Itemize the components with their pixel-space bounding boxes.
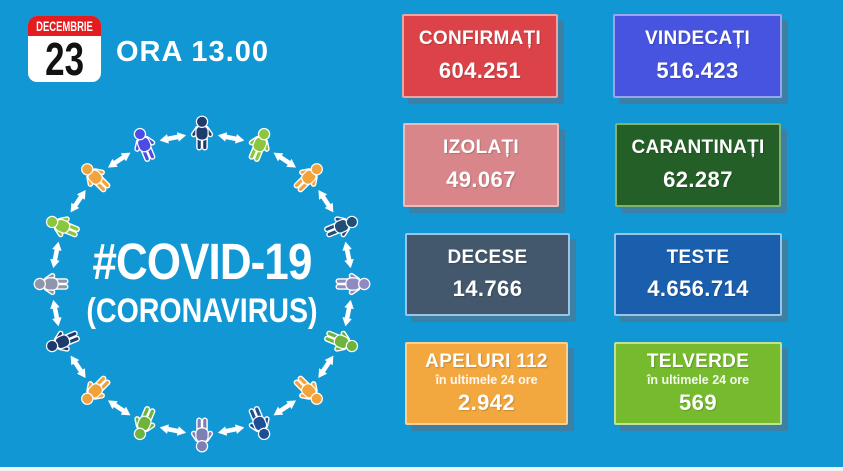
- stat-card-vindecati: VINDECAȚI 516.423: [613, 14, 782, 98]
- stat-card-teste: TESTE 4.656.714: [614, 233, 782, 316]
- double-arrow-icon: [159, 424, 187, 436]
- person-icon: [293, 375, 323, 405]
- stat-card-apeluri-112: APELURI 112 în ultimele 24 ore 2.942: [405, 342, 568, 425]
- stat-value: 516.423: [656, 58, 739, 83]
- person-icon: [293, 163, 323, 193]
- stat-card-decese: DECESE 14.766: [405, 233, 570, 316]
- stat-label: VINDECAȚI: [644, 28, 751, 49]
- stat-value: 4.656.714: [647, 276, 749, 302]
- stat-label: TESTE: [666, 246, 730, 268]
- circle-center-title: #COVID-19 (CORONAVIRUS): [0, 236, 404, 328]
- stat-card-izolati: IZOLAȚI 49.067: [403, 123, 559, 207]
- calendar-widget: DECEMBRIE 23: [28, 16, 101, 82]
- person-icon: [81, 163, 111, 193]
- stat-label: TELVERDE: [646, 351, 750, 373]
- person-icon: [133, 127, 156, 162]
- double-arrow-icon: [318, 355, 334, 379]
- stat-card-confirmati: CONFIRMAȚI 604.251: [402, 14, 558, 98]
- person-icon: [324, 330, 359, 353]
- bottom-edge-strip: [0, 467, 843, 471]
- person-icon: [45, 330, 80, 353]
- time-label: ORA 13.00: [116, 36, 269, 68]
- stat-value: 2.942: [457, 389, 516, 415]
- stat-sublabel: în ultimele 24 ore: [646, 372, 750, 387]
- double-arrow-icon: [217, 132, 245, 144]
- double-arrow-icon: [318, 189, 334, 213]
- stat-label: CARANTINAȚI: [631, 137, 765, 158]
- double-arrow-icon: [273, 400, 297, 416]
- stat-value: 569: [679, 389, 717, 415]
- person-icon: [81, 375, 111, 405]
- double-arrow-icon: [107, 400, 131, 416]
- calendar-month-label: DECEMBRIE: [36, 18, 93, 34]
- stat-value: 14.766: [452, 276, 523, 302]
- double-arrow-icon: [107, 152, 131, 168]
- double-arrow-icon: [70, 355, 86, 379]
- person-icon: [133, 406, 156, 441]
- person-icon: [248, 127, 271, 162]
- stat-value: 604.251: [438, 58, 522, 83]
- stat-card-carantinati: CARANTINAȚI 62.287: [615, 123, 781, 207]
- calendar-header: DECEMBRIE: [28, 16, 101, 36]
- double-arrow-icon: [273, 152, 297, 168]
- stat-card-telverde: TELVERDE în ultimele 24 ore 569: [614, 342, 782, 425]
- double-arrow-icon: [70, 189, 86, 213]
- double-arrow-icon: [217, 424, 245, 436]
- stat-label: CONFIRMAȚI: [418, 28, 542, 49]
- covid-hashtag-title: #COVID-19: [92, 233, 313, 290]
- stat-sublabel: în ultimele 24 ore: [435, 372, 538, 387]
- person-icon: [248, 406, 271, 441]
- calendar-body: 23: [28, 36, 101, 82]
- person-icon: [190, 417, 214, 453]
- stat-value: 49.067: [446, 167, 516, 192]
- stat-label: DECESE: [447, 246, 528, 268]
- stat-label: IZOLAȚI: [443, 137, 519, 158]
- person-icon: [190, 115, 214, 151]
- stat-value: 62.287: [663, 167, 733, 192]
- stat-label: APELURI 112: [425, 351, 548, 373]
- calendar-day-number: 23: [45, 33, 84, 82]
- coronavirus-subtitle: (CORONAVIRUS): [86, 292, 318, 330]
- double-arrow-icon: [159, 132, 187, 144]
